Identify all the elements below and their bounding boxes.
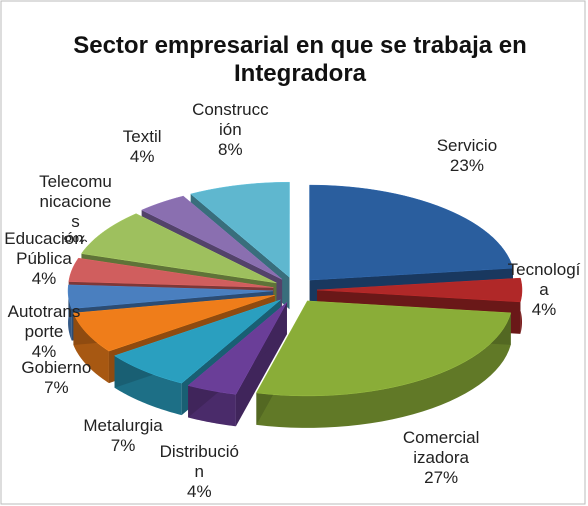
data-label: Tecnología 4%: [504, 260, 584, 320]
data-label: Textil 4%: [102, 127, 182, 167]
slice: [255, 300, 512, 397]
label-value: 4%: [31, 269, 57, 289]
data-label: Telecomunicaciones 8%: [35, 172, 115, 242]
slice: [81, 213, 277, 284]
label-value: 4%: [186, 482, 212, 501]
label-value: 7%: [44, 377, 69, 397]
slice: [114, 299, 281, 384]
slice: [190, 181, 290, 278]
label-name: Telecomunicaciones: [39, 171, 112, 231]
label-name: Tecnología: [507, 260, 581, 299]
label-value: 27%: [424, 468, 459, 488]
slice: [73, 294, 275, 352]
data-label: Autotransporte 4%: [4, 302, 84, 362]
label-name: Textil: [122, 126, 162, 146]
data-label: Gobierno 7%: [16, 358, 96, 398]
label-name: Construcción: [192, 100, 269, 140]
label-value: 4%: [531, 300, 557, 319]
label-name: Distribución: [159, 442, 239, 481]
data-label: Comercializadora 27%: [401, 428, 481, 488]
slice: [187, 302, 288, 395]
slice: [316, 277, 523, 303]
slice: [68, 257, 274, 288]
slice: [141, 195, 283, 280]
title-box: Sector empresarial en que se trabaja en …: [73, 32, 527, 87]
label-value: 23%: [449, 156, 484, 176]
label-name: Educación Pública: [4, 229, 84, 269]
data-label: Metalurgia 7%: [83, 416, 163, 456]
chart-title: Sector empresarial en que se trabaja en …: [73, 32, 527, 87]
label-name: Comercializadora: [402, 428, 480, 468]
label-name: Autotransporte: [7, 302, 81, 342]
label-name: Gobierno: [21, 357, 92, 377]
label-value: 4%: [129, 146, 155, 166]
label-name: Servicio: [436, 136, 498, 156]
label-value: 7%: [110, 435, 136, 455]
data-label: Construcción 8%: [190, 100, 270, 160]
data-label: Servicio 23%: [427, 136, 507, 176]
data-label: Distribución 4%: [159, 442, 239, 502]
slice: [309, 184, 514, 281]
data-label: Educación Pública 4%: [4, 229, 84, 289]
label-value: 4%: [31, 342, 57, 362]
slice-side: [256, 312, 511, 428]
label-value: 8%: [63, 231, 88, 242]
label-name: Metalurgia: [83, 415, 163, 435]
slice: [67, 284, 274, 309]
label-value: 8%: [218, 140, 243, 160]
